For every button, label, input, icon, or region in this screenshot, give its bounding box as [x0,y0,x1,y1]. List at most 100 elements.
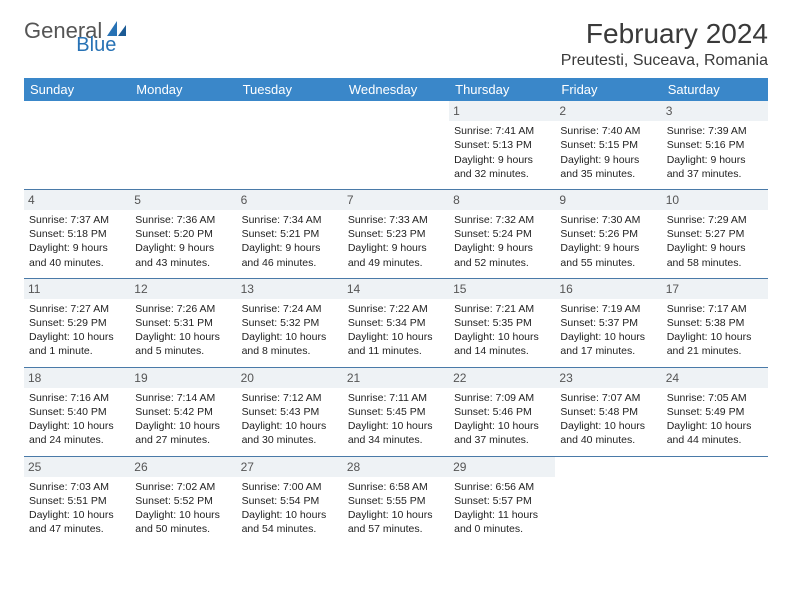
daylight-text: and 47 minutes. [29,522,125,536]
sunrise-text: Sunrise: 7:37 AM [29,213,125,227]
sunset-text: Sunset: 5:31 PM [135,316,231,330]
day-cell [24,101,130,189]
day-cell [343,101,449,189]
day-cell: 27Sunrise: 7:00 AMSunset: 5:54 PMDayligh… [237,456,343,544]
daylight-text: Daylight: 9 hours [135,241,231,255]
day-number: 26 [130,457,236,477]
day-cell: 5Sunrise: 7:36 AMSunset: 5:20 PMDaylight… [130,189,236,278]
sunset-text: Sunset: 5:40 PM [29,405,125,419]
day-cell: 11Sunrise: 7:27 AMSunset: 5:29 PMDayligh… [24,278,130,367]
weekday-header: Saturday [662,78,768,101]
day-cell [555,456,661,544]
sunrise-text: Sunrise: 6:58 AM [348,480,444,494]
sunrise-text: Sunrise: 7:24 AM [242,302,338,316]
month-title: February 2024 [561,18,768,50]
day-cell: 10Sunrise: 7:29 AMSunset: 5:27 PMDayligh… [662,189,768,278]
daylight-text: and 17 minutes. [560,344,656,358]
day-number: 12 [130,279,236,299]
daylight-text: Daylight: 10 hours [242,330,338,344]
daylight-text: Daylight: 11 hours [454,508,550,522]
weekday-header: Tuesday [237,78,343,101]
daylight-text: Daylight: 10 hours [242,508,338,522]
day-cell: 14Sunrise: 7:22 AMSunset: 5:34 PMDayligh… [343,278,449,367]
day-number: 16 [555,279,661,299]
daylight-text: and 0 minutes. [454,522,550,536]
daylight-text: and 5 minutes. [135,344,231,358]
day-cell: 18Sunrise: 7:16 AMSunset: 5:40 PMDayligh… [24,367,130,456]
week-row: 25Sunrise: 7:03 AMSunset: 5:51 PMDayligh… [24,456,768,544]
sunrise-text: Sunrise: 7:39 AM [667,124,763,138]
day-cell: 21Sunrise: 7:11 AMSunset: 5:45 PMDayligh… [343,367,449,456]
day-cell: 24Sunrise: 7:05 AMSunset: 5:49 PMDayligh… [662,367,768,456]
sunset-text: Sunset: 5:46 PM [454,405,550,419]
daylight-text: Daylight: 9 hours [242,241,338,255]
daylight-text: Daylight: 10 hours [667,330,763,344]
sunrise-text: Sunrise: 7:12 AM [242,391,338,405]
sunset-text: Sunset: 5:34 PM [348,316,444,330]
sunset-text: Sunset: 5:52 PM [135,494,231,508]
sunrise-text: Sunrise: 7:07 AM [560,391,656,405]
week-row: 1Sunrise: 7:41 AMSunset: 5:13 PMDaylight… [24,101,768,189]
sunrise-text: Sunrise: 7:09 AM [454,391,550,405]
day-cell: 17Sunrise: 7:17 AMSunset: 5:38 PMDayligh… [662,278,768,367]
daylight-text: Daylight: 9 hours [29,241,125,255]
day-number: 15 [449,279,555,299]
sunset-text: Sunset: 5:45 PM [348,405,444,419]
sunrise-text: Sunrise: 7:00 AM [242,480,338,494]
day-cell: 3Sunrise: 7:39 AMSunset: 5:16 PMDaylight… [662,101,768,189]
daylight-text: and 58 minutes. [667,256,763,270]
sunset-text: Sunset: 5:54 PM [242,494,338,508]
day-cell [130,101,236,189]
daylight-text: Daylight: 10 hours [29,508,125,522]
sunset-text: Sunset: 5:15 PM [560,138,656,152]
brand-logo: General Blue [24,18,172,44]
day-number: 11 [24,279,130,299]
day-cell: 28Sunrise: 6:58 AMSunset: 5:55 PMDayligh… [343,456,449,544]
daylight-text: and 14 minutes. [454,344,550,358]
daylight-text: and 49 minutes. [348,256,444,270]
day-number: 14 [343,279,449,299]
sunrise-text: Sunrise: 7:26 AM [135,302,231,316]
sunrise-text: Sunrise: 7:17 AM [667,302,763,316]
daylight-text: Daylight: 10 hours [667,419,763,433]
daylight-text: and 24 minutes. [29,433,125,447]
daylight-text: Daylight: 10 hours [348,508,444,522]
day-cell [237,101,343,189]
daylight-text: and 35 minutes. [560,167,656,181]
day-number: 29 [449,457,555,477]
sunset-text: Sunset: 5:51 PM [29,494,125,508]
daylight-text: Daylight: 10 hours [348,330,444,344]
sunrise-text: Sunrise: 7:30 AM [560,213,656,227]
day-number: 24 [662,368,768,388]
daylight-text: Daylight: 9 hours [667,241,763,255]
day-number: 13 [237,279,343,299]
weekday-header: Friday [555,78,661,101]
sunset-text: Sunset: 5:35 PM [454,316,550,330]
sunrise-text: Sunrise: 7:21 AM [454,302,550,316]
daylight-text: and 40 minutes. [560,433,656,447]
sunset-text: Sunset: 5:57 PM [454,494,550,508]
day-cell: 7Sunrise: 7:33 AMSunset: 5:23 PMDaylight… [343,189,449,278]
sunrise-text: Sunrise: 7:02 AM [135,480,231,494]
daylight-text: and 8 minutes. [242,344,338,358]
weekday-header: Thursday [449,78,555,101]
week-row: 18Sunrise: 7:16 AMSunset: 5:40 PMDayligh… [24,367,768,456]
day-number: 25 [24,457,130,477]
day-cell: 29Sunrise: 6:56 AMSunset: 5:57 PMDayligh… [449,456,555,544]
sunset-text: Sunset: 5:48 PM [560,405,656,419]
daylight-text: Daylight: 10 hours [242,419,338,433]
header: General Blue February 2024 Preutesti, Su… [24,18,768,70]
daylight-text: and 44 minutes. [667,433,763,447]
title-block: February 2024 Preutesti, Suceava, Romani… [561,18,768,70]
day-number: 20 [237,368,343,388]
daylight-text: Daylight: 9 hours [348,241,444,255]
location-text: Preutesti, Suceava, Romania [561,52,768,70]
sunrise-text: Sunrise: 7:05 AM [667,391,763,405]
sunrise-text: Sunrise: 7:16 AM [29,391,125,405]
daylight-text: and 27 minutes. [135,433,231,447]
sunset-text: Sunset: 5:55 PM [348,494,444,508]
sunrise-text: Sunrise: 7:41 AM [454,124,550,138]
calendar-table: Sunday Monday Tuesday Wednesday Thursday… [24,78,768,544]
daylight-text: Daylight: 10 hours [135,330,231,344]
sunset-text: Sunset: 5:32 PM [242,316,338,330]
